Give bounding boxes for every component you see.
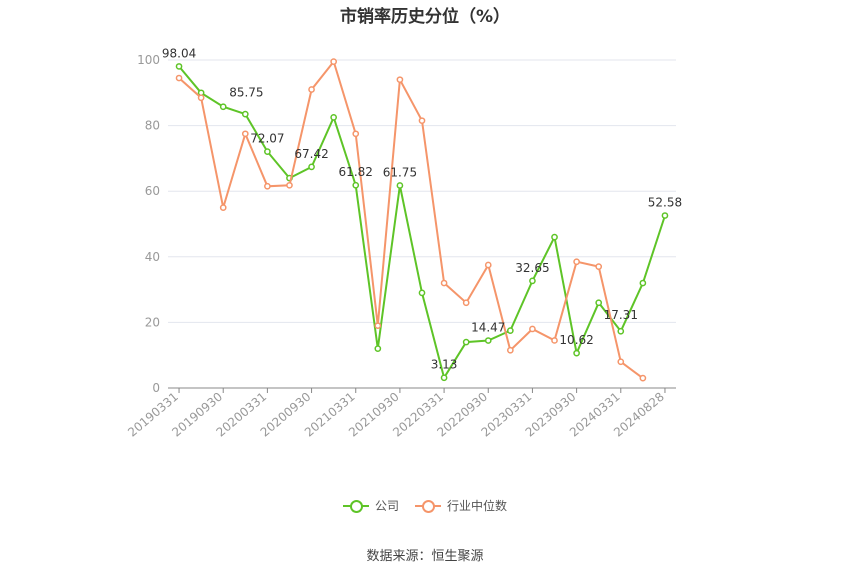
data-point-0 [484,337,492,344]
data-point-0 [639,279,647,287]
data-point-1 [241,130,249,138]
data-point-1 [617,358,625,366]
data-label: 72.07 [250,132,284,146]
legend-item-company[interactable]: 公司 [342,497,399,514]
data-point-0 [330,114,338,121]
data-point-1 [396,76,404,84]
data-point-1 [219,204,227,211]
data-source: 数据来源：恒生聚源 [366,549,484,564]
data-point-1 [506,346,514,354]
data-label: 3.13 [431,358,458,372]
data-point-0 [595,299,603,307]
data-point-1 [573,258,580,266]
y-tick-label: 0 [152,381,160,395]
data-label: 17.31 [604,308,638,322]
y-tick-label: 40 [145,250,160,264]
data-point-0 [506,327,514,334]
data-label: 98.04 [162,46,196,60]
series-line-0 [178,65,666,381]
data-point-1 [352,130,360,138]
data-label: 52.58 [648,196,682,210]
y-tick-label: 60 [145,184,160,198]
legend-label: 行业中位数 [447,499,508,513]
data-label: 10.62 [559,333,593,347]
data-label: 61.75 [383,165,417,179]
data-point-0 [264,148,271,155]
y-tick-label: 80 [145,119,160,133]
data-point-1 [330,58,338,65]
data-point-1 [286,181,293,189]
data-label: 61.82 [339,165,373,179]
data-point-0 [529,277,536,285]
data-point-1 [308,86,315,93]
data-point-1 [175,74,183,82]
data-point-0 [352,181,360,189]
data-point-1 [462,299,470,307]
data-point-1 [551,337,558,344]
data-point-0 [241,110,249,118]
data-point-1 [440,279,448,287]
data-point-0 [219,103,227,111]
series-line-1 [178,59,644,380]
data-point-0 [374,345,382,352]
data-point-1 [197,94,205,102]
data-label: 67.42 [294,147,328,161]
data-point-0 [175,63,183,70]
data-point-1 [639,374,647,382]
data-point-1 [529,325,536,333]
data-point-0 [440,374,448,382]
legend: 公司 行业中位数 [0,497,850,514]
data-point-0 [661,212,669,219]
y-tick-label: 100 [137,53,160,67]
data-point-0 [418,289,426,297]
data-point-0 [617,327,625,335]
data-point-0 [573,349,580,357]
legend-marker-icon [415,499,441,513]
data-label: 32.65 [515,261,549,275]
data-point-1 [374,322,382,330]
data-point-0 [396,182,404,189]
data-point-1 [484,261,492,269]
data-point-0 [462,338,470,346]
data-label: 14.47 [471,321,505,335]
chart-title: 市销率历史分位（%） [339,7,511,27]
data-point-1 [595,263,603,270]
data-point-0 [308,163,315,171]
data-point-0 [551,233,558,241]
legend-label: 公司 [374,499,399,513]
data-point-1 [418,117,426,125]
data-label: 85.75 [229,86,263,100]
legend-marker-icon [342,499,369,513]
y-tick-label: 20 [145,315,160,329]
legend-item-industry-median[interactable]: 行业中位数 [415,497,507,514]
data-point-1 [264,182,271,190]
